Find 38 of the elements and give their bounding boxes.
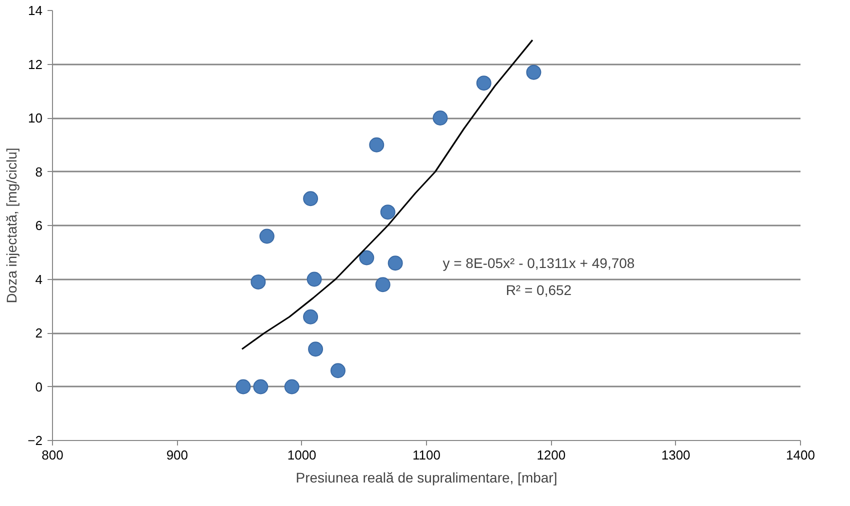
x-tick-label: 1400 bbox=[786, 448, 815, 462]
point bbox=[236, 379, 251, 394]
y-tick-label: 12 bbox=[28, 56, 43, 72]
point bbox=[359, 250, 374, 266]
x-tick-label: 900 bbox=[166, 448, 188, 462]
point bbox=[330, 363, 346, 378]
x-tick-label: 1300 bbox=[661, 448, 690, 462]
point bbox=[303, 191, 318, 206]
point bbox=[380, 204, 396, 220]
y-axis-title: Doza injectată, [mg/ciclu] bbox=[4, 148, 20, 304]
point bbox=[375, 277, 390, 292]
point bbox=[303, 309, 318, 324]
y-tick-label: 0 bbox=[35, 379, 43, 394]
y-tick-label: 8 bbox=[35, 164, 43, 180]
point bbox=[388, 256, 403, 271]
y-tick-label: 6 bbox=[35, 218, 43, 233]
x-tick-label: 1200 bbox=[536, 448, 566, 462]
annotation: y = 8E-05x² - 0,1311x + 49,708 bbox=[442, 255, 635, 272]
x-tick-label: 1000 bbox=[287, 448, 316, 462]
annotation: R² = 0,652 bbox=[506, 282, 572, 298]
x-axis-title: Presiunea reală de supralimentare, [mbar] bbox=[296, 470, 558, 486]
point bbox=[476, 76, 492, 91]
point bbox=[308, 342, 324, 357]
point bbox=[284, 379, 300, 394]
y-tick-label: 10 bbox=[28, 110, 43, 126]
y-tick-label: 2 bbox=[35, 326, 43, 340]
y-tick-label: 14 bbox=[28, 3, 43, 18]
point bbox=[432, 110, 448, 126]
x-tick-label: 1100 bbox=[412, 448, 440, 462]
y-tick-label: 4 bbox=[35, 272, 43, 287]
point bbox=[259, 228, 274, 244]
point bbox=[369, 137, 384, 152]
x-tick-label: 800 bbox=[42, 448, 64, 462]
point bbox=[526, 64, 542, 80]
point bbox=[250, 274, 266, 290]
point bbox=[306, 272, 322, 287]
point bbox=[253, 379, 268, 394]
y-tick-label: −2 bbox=[28, 433, 43, 448]
